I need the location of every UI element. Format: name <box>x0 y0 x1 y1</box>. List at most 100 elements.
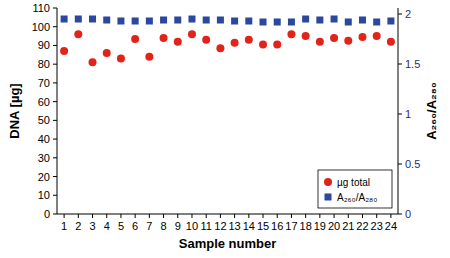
square-point <box>203 17 210 24</box>
x-tick <box>248 214 249 218</box>
circle-point <box>60 47 68 55</box>
legend-marker <box>325 194 332 201</box>
y-tick <box>53 8 57 9</box>
y-tick <box>53 120 57 121</box>
x-tick <box>234 214 235 218</box>
x-tick <box>319 214 320 218</box>
square-point <box>387 18 394 25</box>
square-point <box>316 17 323 24</box>
y-tick-label: 90 <box>38 39 50 51</box>
x-tick <box>220 214 221 218</box>
y-tick <box>53 214 57 215</box>
circle-point <box>259 41 267 49</box>
series-0 <box>60 30 395 66</box>
x-tick-label: 9 <box>175 220 181 232</box>
legend-label: A₂₆₀/A₂₈₀ <box>337 192 377 203</box>
circle-point <box>302 32 310 40</box>
x-tick <box>177 214 178 218</box>
y-tick <box>53 45 57 46</box>
y-tick-label: 20 <box>38 171 50 183</box>
x-tick-label: 6 <box>132 220 138 232</box>
circle-point <box>174 38 182 46</box>
circle-point <box>74 30 82 38</box>
y-tick <box>53 64 57 65</box>
series-1 <box>61 16 395 26</box>
y-tick-label: 60 <box>38 96 50 108</box>
circle-point <box>131 35 139 43</box>
y-tick <box>53 82 57 83</box>
circle-point <box>387 38 395 46</box>
y2-tick <box>398 114 402 115</box>
legend-box <box>318 170 392 208</box>
y2-tick <box>398 214 402 215</box>
square-point <box>103 17 110 24</box>
y-tick-label: 0 <box>44 208 50 220</box>
x-tick-label: 16 <box>271 220 283 232</box>
square-point <box>146 18 153 25</box>
y-tick <box>53 26 57 27</box>
x-tick-label: 4 <box>104 220 110 232</box>
x-tick-label: 1 <box>61 220 67 232</box>
square-point <box>245 18 252 25</box>
x-tick <box>362 214 363 218</box>
y-tick-label: 50 <box>38 114 50 126</box>
x-tick <box>305 214 306 218</box>
y-axis-line <box>57 8 58 214</box>
y2-tick <box>398 64 402 65</box>
x-tick-label: 11 <box>200 220 211 232</box>
chart: 010203040506070809010011000.511.52123456… <box>0 0 450 258</box>
circle-point <box>273 41 281 49</box>
x-tick <box>92 214 93 218</box>
x-tick-label: 13 <box>228 220 240 232</box>
circle-point <box>245 36 253 44</box>
square-point <box>302 16 309 23</box>
y-tick-label: 40 <box>38 133 50 145</box>
square-point <box>373 19 380 26</box>
x-axis-line <box>57 214 398 215</box>
x-tick-label: 8 <box>161 220 167 232</box>
y-tick <box>53 176 57 177</box>
x-tick-label: 12 <box>214 220 226 232</box>
square-point <box>89 16 96 23</box>
square-point <box>188 16 195 23</box>
x-tick <box>277 214 278 218</box>
x-tick-label: 3 <box>89 220 95 232</box>
legend: µg total A₂₆₀/A₂₈₀ <box>318 170 392 208</box>
y2-axis-line <box>398 8 399 214</box>
x-tick-label: 24 <box>385 220 397 232</box>
y-axis-label: DNA [µg] <box>7 83 22 138</box>
square-point <box>260 19 267 26</box>
square-point <box>174 17 181 24</box>
x-tick-label: 14 <box>243 220 255 232</box>
y2-tick-label: 1 <box>405 108 411 120</box>
x-tick-label: 15 <box>257 220 269 232</box>
x-tick-label: 23 <box>371 220 383 232</box>
x-tick <box>106 214 107 218</box>
square-point <box>231 18 238 25</box>
y-tick <box>53 157 57 158</box>
x-tick <box>120 214 121 218</box>
square-point <box>217 17 224 24</box>
x-tick-label: 18 <box>300 220 312 232</box>
x-tick <box>191 214 192 218</box>
circle-point <box>202 36 210 44</box>
legend-marker <box>324 178 332 186</box>
circle-point <box>216 44 224 52</box>
y-tick-label: 10 <box>38 189 50 201</box>
y2-tick-label: 1.5 <box>405 58 420 70</box>
x-tick-label: 7 <box>146 220 152 232</box>
x-tick <box>291 214 292 218</box>
x-tick <box>348 214 349 218</box>
x-tick <box>390 214 391 218</box>
square-point <box>61 16 68 23</box>
y-tick <box>53 139 57 140</box>
x-tick <box>64 214 65 218</box>
y-tick-label: 100 <box>32 21 50 33</box>
y-tick-label: 80 <box>38 58 50 70</box>
x-tick-label: 10 <box>186 220 198 232</box>
x-tick-label: 2 <box>75 220 81 232</box>
x-tick <box>135 214 136 218</box>
legend-label: µg total <box>337 177 370 188</box>
x-tick <box>206 214 207 218</box>
x-tick-label: 21 <box>342 220 354 232</box>
